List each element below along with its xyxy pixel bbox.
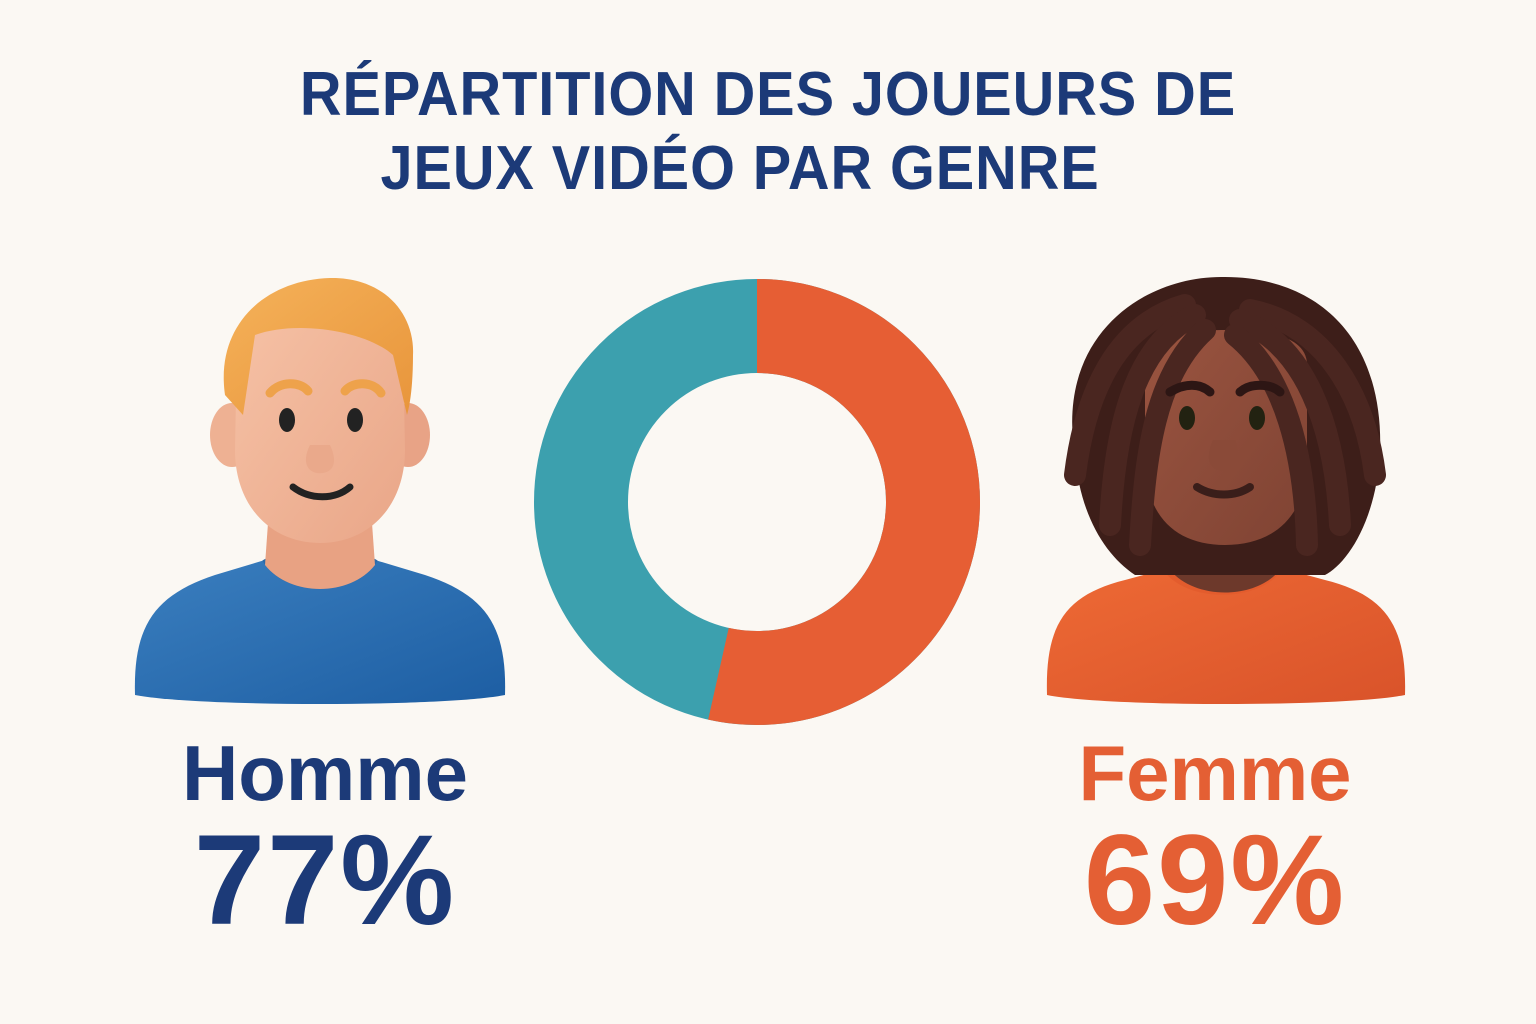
male-label: Homme (181, 729, 469, 817)
female-label: Femme (1078, 729, 1352, 817)
donut-segment-orange (534, 279, 980, 725)
title-line-2: JEUX VIDÉO PAR GENRE (380, 134, 1100, 203)
male-stat: Homme 77% (150, 730, 500, 946)
female-stat: Femme 69% (1050, 730, 1380, 946)
male-avatar-icon (134, 277, 506, 704)
female-percentage: 69% (1083, 809, 1347, 952)
chart-title: RÉPARTITION DES JOUEURS DE JEUX VIDÉO PA… (54, 58, 1482, 206)
donut-chart (534, 279, 980, 725)
male-percentage: 77% (193, 809, 457, 952)
title-line-1: RÉPARTITION DES JOUEURS DE (299, 60, 1237, 129)
female-avatar-icon (1046, 276, 1406, 704)
